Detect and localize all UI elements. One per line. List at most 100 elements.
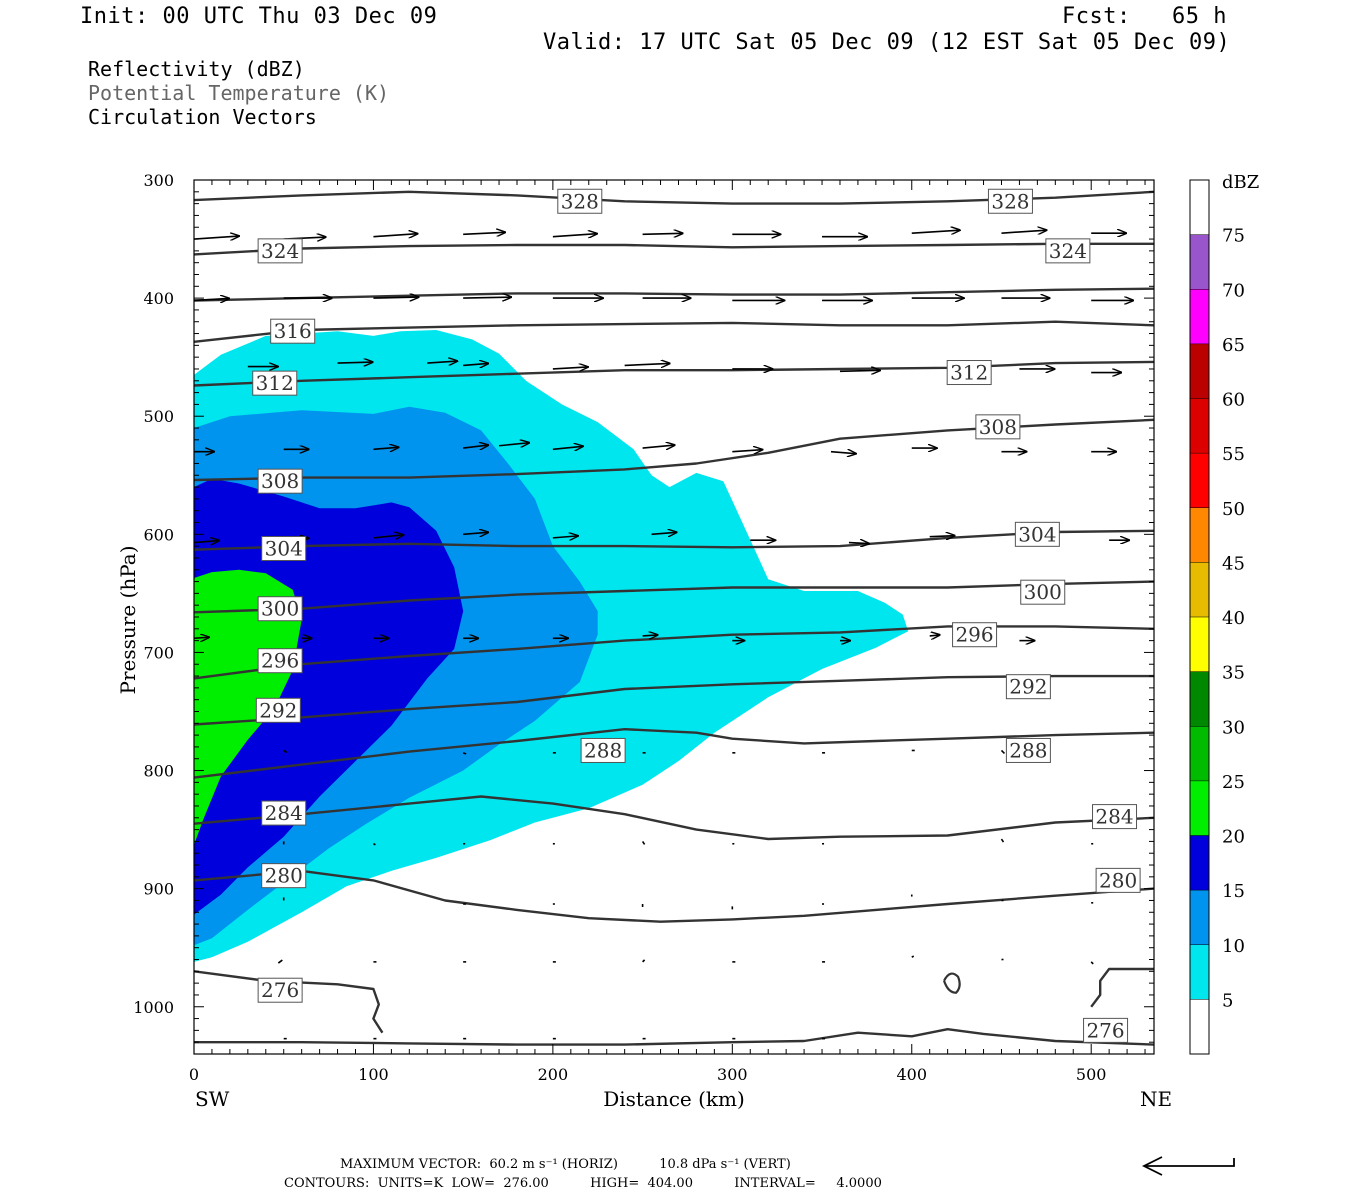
circulation-vector bbox=[624, 363, 670, 365]
colorbar-label-15: 15 bbox=[1222, 881, 1245, 902]
contour-label-308: 308 bbox=[261, 469, 299, 493]
colorbar-segment bbox=[1190, 507, 1209, 563]
colorbar-segment bbox=[1190, 398, 1209, 454]
contour-label-box bbox=[255, 697, 301, 723]
circulation-vector bbox=[337, 362, 373, 363]
colorbar-label-70: 70 bbox=[1222, 280, 1245, 301]
theta-contour-304 bbox=[194, 529, 1154, 551]
colorbar-label-45: 45 bbox=[1222, 553, 1245, 574]
circulation-vector bbox=[1000, 838, 1005, 843]
contour-label-296: 296 bbox=[955, 623, 993, 647]
circulation-vector bbox=[732, 450, 762, 452]
field-circulation-vectors: Circulation Vectors bbox=[88, 105, 317, 129]
y-tick-label-500: 500 bbox=[143, 407, 174, 426]
theta-contour-284 bbox=[194, 795, 1154, 841]
theta-contour-312 bbox=[194, 360, 1154, 387]
colorbar-label-55: 55 bbox=[1222, 444, 1245, 465]
contour-label-312: 312 bbox=[950, 361, 988, 385]
contour-label-324: 324 bbox=[1049, 239, 1087, 263]
circulation-vector bbox=[462, 752, 467, 755]
contour-label-box bbox=[1095, 867, 1141, 893]
contour-label-312: 312 bbox=[256, 371, 294, 395]
circulation-vector bbox=[463, 445, 488, 448]
contour-label-box bbox=[257, 977, 303, 1003]
colorbar-label-30: 30 bbox=[1222, 717, 1245, 738]
circulation-vector bbox=[929, 536, 955, 537]
reflectivity-20dbz-region bbox=[194, 569, 302, 845]
circulation-vector bbox=[194, 541, 219, 543]
circulation-vector bbox=[373, 234, 417, 237]
forecast-hour: Fcst: 65 h bbox=[1062, 4, 1227, 29]
circulation-vector bbox=[1090, 961, 1094, 965]
colorbar-label-75: 75 bbox=[1222, 226, 1245, 247]
contour-label-300: 300 bbox=[1024, 580, 1062, 604]
contour-label-284: 284 bbox=[265, 801, 303, 825]
colorbar-segment bbox=[1190, 999, 1209, 1054]
theta-contour-closed-cell bbox=[943, 972, 961, 994]
colorbar-label-5: 5 bbox=[1222, 990, 1233, 1011]
circulation-vector bbox=[194, 236, 239, 239]
colorbar-label-60: 60 bbox=[1222, 390, 1245, 411]
colorbar-label-50: 50 bbox=[1222, 499, 1245, 520]
contour-label-box bbox=[270, 318, 316, 344]
init-time: Init: 00 UTC Thu 03 Dec 09 bbox=[80, 4, 438, 29]
circulation-vector bbox=[373, 297, 418, 298]
colorbar-label-10: 10 bbox=[1222, 936, 1245, 957]
circulation-vector bbox=[911, 955, 915, 958]
colorbar-segment bbox=[1190, 890, 1209, 945]
x-tick-label-200: 200 bbox=[538, 1065, 569, 1084]
circulation-vector bbox=[283, 749, 288, 754]
y-tick-label-600: 600 bbox=[143, 525, 174, 544]
contour-label-box bbox=[557, 188, 603, 214]
y-tick-label-900: 900 bbox=[143, 880, 174, 899]
circulation-vector bbox=[1000, 749, 1006, 755]
contour-label-304: 304 bbox=[265, 536, 303, 560]
contour-label-box bbox=[257, 596, 303, 622]
contour-label-box bbox=[952, 622, 998, 648]
circulation-vector bbox=[1001, 230, 1046, 233]
x-axis-label: Distance (km) bbox=[603, 1087, 745, 1111]
theta-contour-276 bbox=[1090, 967, 1154, 1008]
contours-note: CONTOURS: UNITS=K LOW= 276.00 HIGH= 404.… bbox=[284, 1176, 882, 1191]
contour-label-box bbox=[1092, 804, 1138, 830]
contour-label-280: 280 bbox=[265, 864, 303, 888]
valid-time: Valid: 17 UTC Sat 05 Dec 09 (12 EST Sat … bbox=[543, 30, 1231, 55]
colorbar-segment bbox=[1190, 726, 1209, 781]
colorbar-label-20: 20 bbox=[1222, 827, 1245, 848]
colorbar-segment bbox=[1190, 343, 1209, 399]
y-tick-label-1000: 1000 bbox=[133, 998, 174, 1017]
contour-label-276: 276 bbox=[1086, 1018, 1124, 1042]
contour-label-300: 300 bbox=[261, 597, 299, 621]
contour-label-box bbox=[261, 863, 307, 889]
circulation-vector bbox=[463, 297, 511, 298]
colorbar-segment bbox=[1190, 180, 1209, 235]
contour-label-box bbox=[1005, 737, 1051, 763]
colorbar-label-35: 35 bbox=[1222, 663, 1245, 684]
contour-label-box bbox=[261, 800, 307, 826]
contour-label-box bbox=[1020, 579, 1066, 605]
contour-label-box bbox=[261, 535, 307, 561]
circulation-vector bbox=[642, 635, 658, 636]
contour-label-box bbox=[987, 188, 1033, 214]
contour-label-box bbox=[1014, 521, 1060, 547]
theta-contour-280 bbox=[194, 869, 1154, 923]
theta-contour-292 bbox=[194, 674, 1154, 726]
colorbar-segment bbox=[1190, 453, 1209, 508]
contour-label-296: 296 bbox=[261, 649, 299, 673]
contour-label-284: 284 bbox=[1095, 805, 1133, 829]
contour-label-292: 292 bbox=[1009, 675, 1047, 699]
circulation-vector bbox=[642, 959, 646, 963]
ne-end-label: NE bbox=[1140, 1087, 1172, 1111]
contour-label-308: 308 bbox=[979, 415, 1017, 439]
contour-label-328: 328 bbox=[561, 189, 599, 213]
max-vector-note: MAXIMUM VECTOR: 60.2 m s⁻¹ (HORIZ) 10.8 … bbox=[340, 1157, 791, 1172]
plot-area: 328 328 324 324 316 312 312 308 308 304 304 300 300 2… bbox=[194, 180, 1154, 1054]
x-tick-label-300: 300 bbox=[717, 1065, 748, 1084]
circulation-vector bbox=[552, 536, 578, 538]
reference-vector-arrowhead bbox=[1141, 1156, 1163, 1176]
circulation-vector bbox=[463, 532, 488, 534]
colorbar-segment bbox=[1190, 617, 1209, 672]
y-tick-label-700: 700 bbox=[143, 643, 174, 662]
circulation-vector bbox=[373, 447, 398, 449]
